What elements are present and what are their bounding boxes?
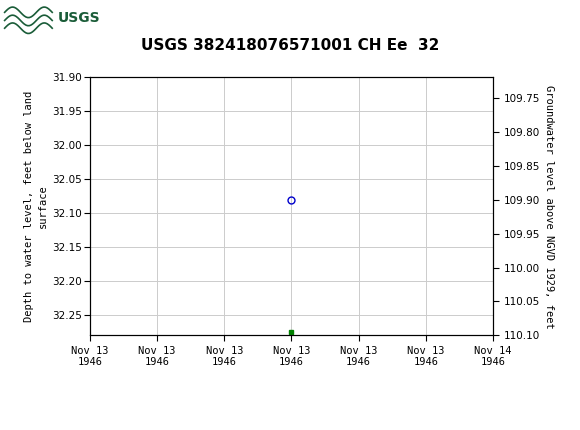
Y-axis label: Depth to water level, feet below land
surface: Depth to water level, feet below land su…	[24, 91, 48, 322]
Bar	[3, 3, 102, 32]
Text: USGS 382418076571001 CH Ee  32: USGS 382418076571001 CH Ee 32	[141, 38, 439, 52]
Text: USGS: USGS	[58, 11, 100, 25]
Y-axis label: Groundwater level above NGVD 1929, feet: Groundwater level above NGVD 1929, feet	[544, 85, 554, 328]
